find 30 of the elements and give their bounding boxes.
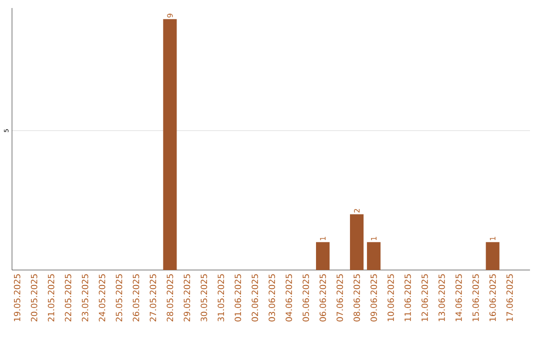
x-tick-label: 24.05.2025 [98,274,106,322]
x-tick-label: 12.06.2025 [422,274,428,322]
x-tick-label: 11.06.2025 [404,274,411,322]
x-tick-label: 22.05.2025 [64,274,72,322]
x-tick-label: 15.06.2025 [472,274,479,322]
x-tick-label: 03.06.2025 [268,274,276,322]
x-tick-label: 16.06.2025 [489,274,496,322]
x-tick-label: 23.05.2025 [82,274,88,322]
x-tick-label: 01.06.2025 [234,274,242,322]
x-tick-label: 08.06.2025 [354,274,360,322]
x-tick-label: 06.06.2025 [320,274,326,322]
x-tick-label: 09.06.2025 [370,274,377,322]
x-tick-label: 19.05.2025 [14,274,20,322]
x-tick-label: 02.06.2025 [252,274,258,322]
x-tick-label: 17.06.2025 [506,274,513,322]
x-tick-label: 04.06.2025 [286,274,292,322]
x-tick-label: 07.06.2025 [336,274,343,322]
x-tick-label: 13.06.2025 [438,274,445,322]
x-tick-label: 25.05.2025 [116,274,122,322]
x-tick-label: 20.05.2025 [30,274,38,322]
x-tick-label: 29.05.2025 [184,274,190,322]
x-tick-label: 21.05.2025 [48,274,54,322]
x-tick-label: 10.06.2025 [388,274,394,322]
x-tick-label: 14.06.2025 [455,274,462,322]
x-tick-label: 26.05.2025 [132,274,140,322]
x-tick-label: 27.05.2025 [150,274,156,322]
x-tick-label: 30.05.2025 [200,274,208,322]
x-tick-label: 28.05.2025 [166,274,174,322]
x-tick-label: 05.06.2025 [302,274,310,322]
x-tick-label: 31.05.2025 [218,274,224,322]
